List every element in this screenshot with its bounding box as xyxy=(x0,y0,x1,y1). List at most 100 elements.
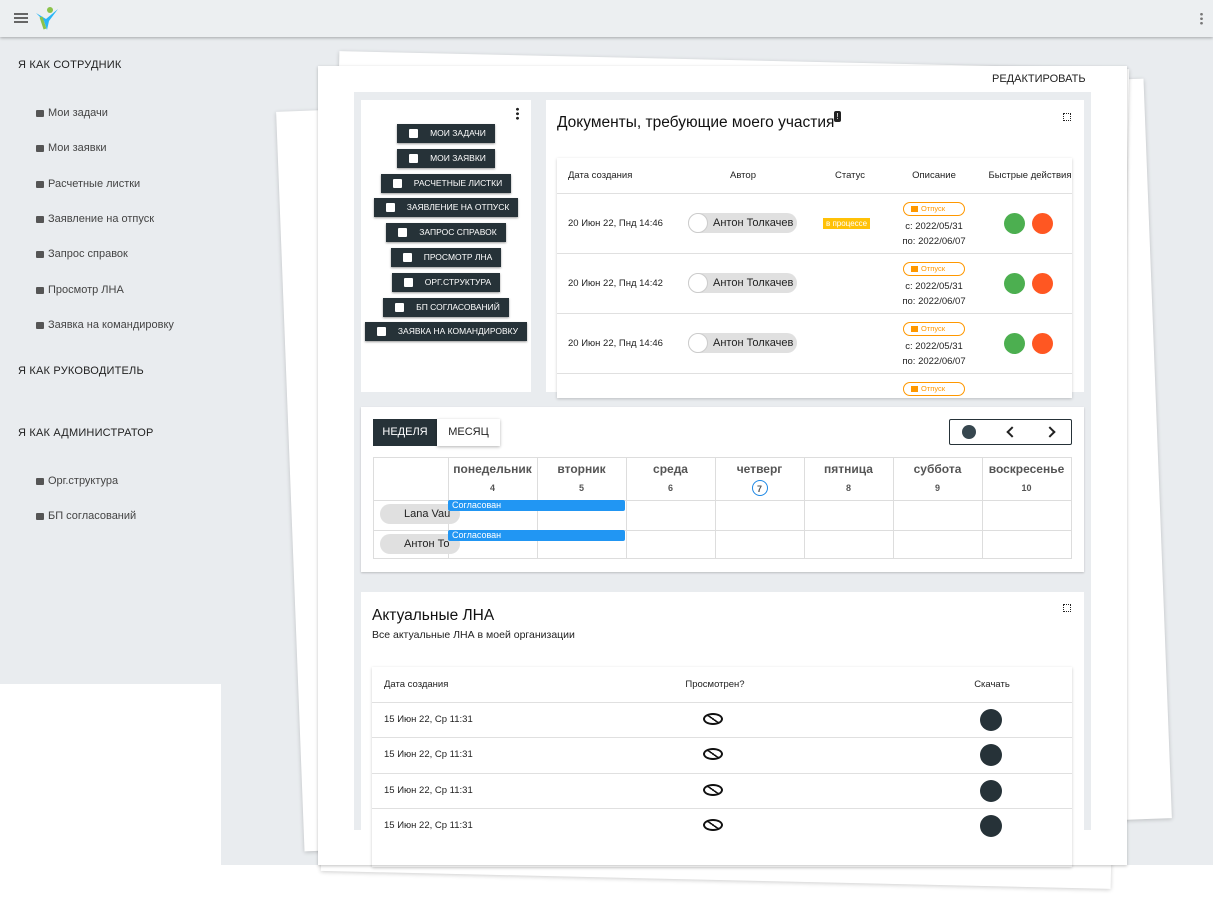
day-name: пятница xyxy=(824,462,873,476)
event-bar[interactable]: Согласован xyxy=(448,530,625,541)
quick-action-button[interactable]: ЗАЯВКА НА КОМАНДИРОВКУ xyxy=(364,322,528,342)
column-line xyxy=(715,458,716,558)
quick-actions-card: МОИ ЗАДАЧИ МОИ ЗАЯВКИ РАСЧЕТНЫЕ ЛИСТКИ ЗАЯВ… xyxy=(361,100,531,392)
fullscreen-button[interactable] xyxy=(1063,604,1071,612)
logo[interactable] xyxy=(33,5,61,31)
label: ПРОСМОТР ЛНА xyxy=(423,251,493,262)
quick-action-button[interactable]: МОИ ЗАЯВКИ xyxy=(397,148,495,168)
column-header: Дата создания xyxy=(568,170,633,181)
menu-item[interactable]: Заявка на командировку xyxy=(48,318,174,331)
section-title[interactable]: Я КАК РУКОВОДИТЕЛЬ xyxy=(18,364,144,377)
more-button[interactable] xyxy=(516,107,519,120)
menu-item[interactable]: Заявление на отпуск xyxy=(48,212,155,225)
author-chip[interactable]: Антон Толкачев xyxy=(688,213,797,233)
calendar-grid: понедельник 4 вторник 5 среда 6 четверг 7 пятниц… xyxy=(373,457,1072,559)
author-chip[interactable]: Антон Толкачев xyxy=(688,273,797,293)
tag-icon xyxy=(911,326,918,332)
row-divider xyxy=(372,702,1072,703)
date: 15 Июн 22, Ср 11:31 xyxy=(384,714,473,725)
label: МОИ ЗАЯВКИ xyxy=(430,152,486,163)
today-button[interactable] xyxy=(962,425,976,439)
documents-table: Дата создания Автор Статус Описание Быстрые … xyxy=(557,158,1072,398)
day-name: среда xyxy=(653,462,688,476)
section-title[interactable]: Я КАК АДМИНИСТРАТОР xyxy=(18,426,154,439)
edit-button[interactable]: РЕДАКТИРОВАТЬ xyxy=(992,73,1086,85)
view-button[interactable]: НЕДЕЛЯ xyxy=(373,419,437,446)
menu-icon xyxy=(36,215,44,223)
day-name: понедельник xyxy=(453,462,532,476)
icon xyxy=(385,203,395,213)
fullscreen-button[interactable] xyxy=(1063,113,1071,121)
event-bar[interactable]: Согласован xyxy=(448,500,625,511)
not-viewed-icon xyxy=(703,748,723,761)
column-header: Статус xyxy=(834,170,866,181)
menu-item[interactable]: БП согласований xyxy=(48,510,137,523)
download-button[interactable] xyxy=(980,744,1002,767)
quick-action-button[interactable]: ЗАПРОС СПРАВОК xyxy=(386,223,506,243)
quick-action-button[interactable]: БП СОГЛАСОВАНИЙ xyxy=(383,297,509,317)
label: МОИ ЗАДАЧИ xyxy=(430,128,486,138)
not-viewed-icon xyxy=(703,783,723,796)
menu-item[interactable]: Мои задачи xyxy=(48,107,108,119)
quick-action-button[interactable]: ПРОСМОТР ЛНА xyxy=(390,247,502,267)
lna-subtitle: Все актуальные ЛНА в моей организации xyxy=(372,629,575,641)
quick-action-button[interactable]: РАСЧЕТНЫЕ ЛИСТКИ xyxy=(380,173,512,193)
date: 15 Июн 22, Ср 11:31 xyxy=(384,749,473,761)
person-name: Lana Vau xyxy=(404,508,451,520)
tag-icon xyxy=(911,266,918,272)
documents-title: Документы, требующие моего участия! xyxy=(557,111,841,131)
not-viewed-icon xyxy=(703,818,723,831)
row-divider xyxy=(557,373,1072,374)
download-button[interactable] xyxy=(980,814,1002,837)
more-menu[interactable] xyxy=(1200,12,1203,25)
download-button[interactable] xyxy=(980,709,1002,731)
author-chip[interactable]: Антон Толкачев xyxy=(688,333,797,353)
icon xyxy=(402,252,412,262)
person-chip[interactable]: Антон То xyxy=(380,534,460,554)
author-name: Антон Толкачев xyxy=(713,217,794,229)
section-title[interactable]: Я КАК СОТРУДНИК xyxy=(18,59,122,71)
quick-action-button[interactable]: МОИ ЗАДАЧИ xyxy=(397,124,495,143)
label: ЗАЯВКА НА КОМАНДИРОВКУ xyxy=(397,326,519,337)
menu-icon xyxy=(36,477,44,485)
label: БП СОГЛАСОВАНИЙ xyxy=(416,301,500,312)
quick-action-button[interactable]: ЗАЯВЛЕНИЕ НА ОТПУСК xyxy=(373,198,519,218)
menu-icon xyxy=(36,180,44,188)
day-name: вторник xyxy=(557,462,606,476)
menu-item[interactable]: Расчетные листки xyxy=(48,177,141,190)
date: 20 Июн 22, Пнд 14:46 xyxy=(568,218,663,229)
menu-item[interactable]: Орг.структура xyxy=(48,474,119,487)
tag-label: Отпуск xyxy=(921,204,946,213)
approve-button[interactable] xyxy=(1004,333,1025,354)
reject-button[interactable] xyxy=(1032,213,1053,234)
not-viewed-icon xyxy=(703,713,723,725)
menu-button[interactable] xyxy=(14,13,28,23)
badge: ! xyxy=(834,111,841,122)
view-button[interactable]: МЕСЯЦ xyxy=(437,419,500,446)
reject-button[interactable] xyxy=(1032,273,1053,294)
person-chip[interactable]: Lana Vau xyxy=(380,504,460,524)
approve-button[interactable] xyxy=(1004,213,1025,234)
approve-button[interactable] xyxy=(1004,273,1025,294)
menu-item[interactable]: Мои заявки xyxy=(48,142,107,155)
tag-icon xyxy=(911,206,918,212)
type-tag: Отпуск xyxy=(903,382,965,396)
menu-icon xyxy=(36,286,44,294)
column-header: Скачать xyxy=(974,679,1010,690)
menu-item[interactable]: Запрос справок xyxy=(48,248,128,261)
column-header: Дата создания xyxy=(384,679,449,690)
column-line xyxy=(893,458,894,558)
day-date: 10 xyxy=(1021,483,1032,493)
tag-label: Отпуск xyxy=(921,324,946,333)
tag-icon xyxy=(911,386,918,392)
prev-button[interactable] xyxy=(1006,426,1018,438)
label: РАСЧЕТНЫЕ ЛИСТКИ xyxy=(413,177,503,188)
next-button[interactable] xyxy=(1044,426,1056,438)
date-to: по: 2022/06/07 xyxy=(902,296,966,307)
menu-item[interactable]: Просмотр ЛНА xyxy=(48,283,124,296)
quick-action-button[interactable]: ОРГ.СТРУКТУРА xyxy=(391,272,501,292)
day-date: 5 xyxy=(578,483,584,493)
download-button[interactable] xyxy=(980,779,1002,802)
reject-button[interactable] xyxy=(1032,333,1053,354)
